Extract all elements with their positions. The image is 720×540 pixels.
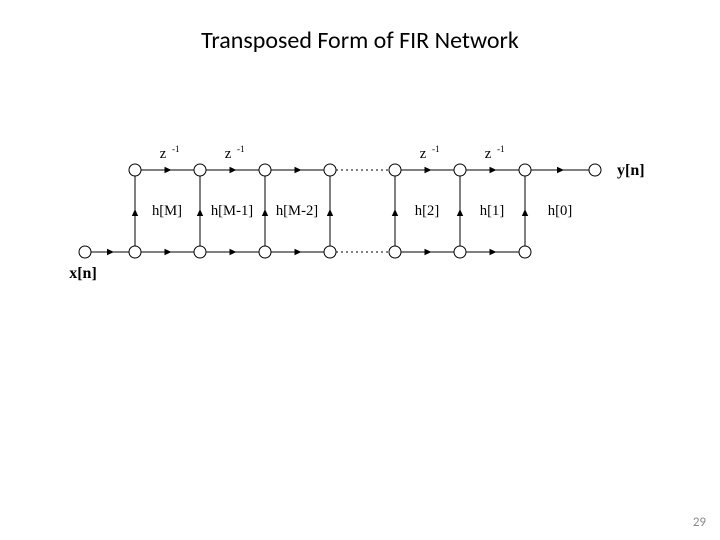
svg-text:y[n]: y[n]	[617, 162, 645, 179]
svg-text:h[M-2]: h[M-2]	[276, 203, 318, 219]
svg-text:h[1]: h[1]	[480, 203, 504, 219]
svg-text:-1: -1	[497, 144, 505, 154]
svg-text:x[n]: x[n]	[69, 265, 97, 282]
slide-number: 29	[693, 515, 706, 530]
svg-text:z: z	[485, 146, 492, 162]
svg-text:h[2]: h[2]	[415, 203, 439, 219]
svg-text:z: z	[160, 146, 167, 162]
svg-text:-1: -1	[237, 144, 245, 154]
svg-text:z: z	[420, 146, 427, 162]
svg-text:-1: -1	[172, 144, 180, 154]
svg-text:h[M]: h[M]	[152, 203, 182, 219]
svg-text:-1: -1	[432, 144, 440, 154]
fir-network-diagram: z -1 z -1 z -1 z -1 h[M] h[M-1] h[M-2] h[2] h[1] h[0]…	[0, 0, 720, 540]
svg-text:h[0]: h[0]	[548, 203, 572, 219]
svg-text:h[M-1]: h[M-1]	[211, 203, 253, 219]
svg-text:z: z	[225, 146, 232, 162]
